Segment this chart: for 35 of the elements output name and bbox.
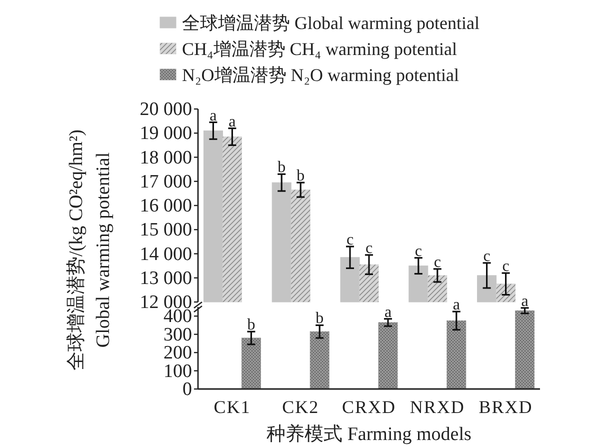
y-tick-label: 15 000 — [140, 220, 192, 241]
y-tick-label: 16 000 — [140, 196, 192, 216]
annotation: a — [521, 292, 528, 310]
x-tick-label: CK1 — [214, 397, 251, 417]
y-tick-label: 18 000 — [140, 147, 192, 168]
annotation: c — [483, 248, 490, 265]
y-tick-label: 13 000 — [140, 268, 192, 289]
annotation: c — [346, 232, 354, 249]
annotation: c — [502, 258, 510, 276]
annotation: b — [278, 159, 286, 176]
annotation: a — [384, 304, 392, 321]
annotation: c — [434, 254, 441, 271]
annotation: b — [247, 316, 256, 334]
y-tick-label: 20 000 — [140, 99, 192, 120]
annotation: b — [296, 168, 305, 185]
x-tick-label: CRXD — [342, 397, 396, 417]
x-tick-label: NRXD — [410, 397, 465, 417]
legend-label: 全球增温潜势 Global warming potential — [182, 13, 480, 33]
annotation: a — [228, 113, 236, 130]
y-tick-label: 300 — [164, 324, 192, 346]
y-tick-label: 17 000 — [140, 171, 192, 192]
x-tick-label: CK2 — [282, 397, 320, 417]
annotation: a — [210, 107, 217, 124]
legend-label: CH₄增温潜势 CH₄ warming potential — [182, 39, 458, 59]
annotation: c — [365, 240, 373, 257]
annotation: c — [414, 242, 422, 260]
legend: N₂O增温潜势 N₂O warming potential — [160, 65, 460, 85]
x-tick-label: BRXD — [478, 397, 533, 417]
y-tick-label: 14 000 — [140, 244, 192, 265]
annotation: b — [316, 310, 324, 328]
x-axis-title: 种养模式 Farming models — [266, 423, 472, 445]
y-tick-label: 0 — [182, 379, 192, 400]
y-tick-label: 19 000 — [140, 123, 192, 144]
annotation: a — [452, 296, 460, 314]
y-axis-title: 全球增温潜势/(kg CO²eq/hm²) Global warming potential — [66, 130, 114, 370]
